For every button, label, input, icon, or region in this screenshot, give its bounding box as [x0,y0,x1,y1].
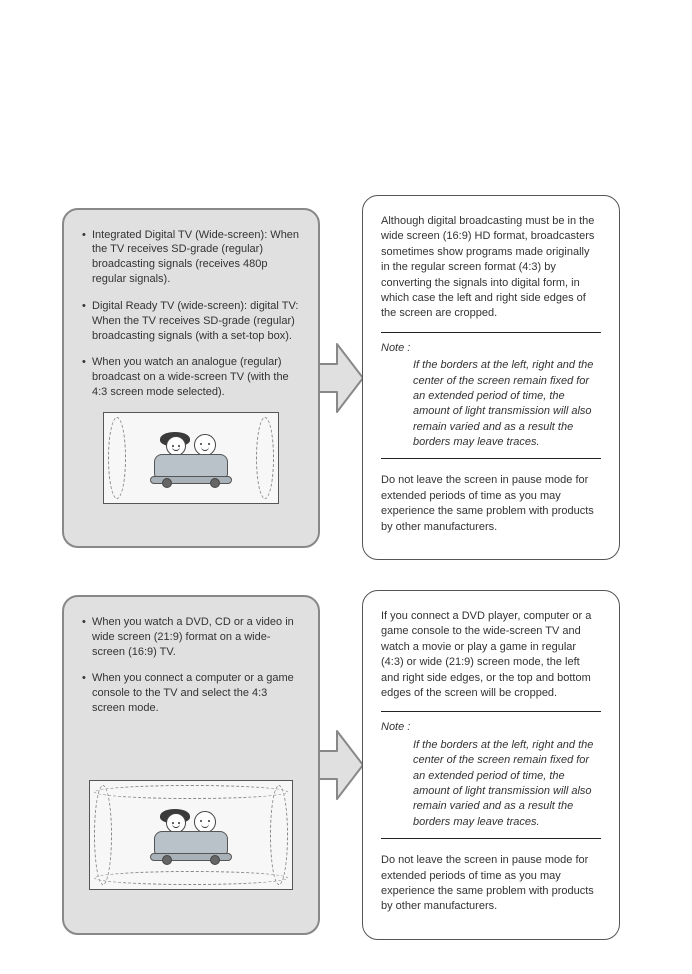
eye-dot [208,820,210,822]
eye-dot [200,443,202,445]
letterbox-top [94,785,288,799]
car-wheel [210,855,220,865]
car-characters-icon [148,809,234,861]
car-wheel [162,478,172,488]
mouth [172,447,180,451]
right-intro-2: If you connect a DVD player, computer or… [381,609,601,701]
separator [381,711,601,712]
separator [381,458,601,459]
tv-illustration-pillarbox [103,412,279,504]
mouth [201,447,209,451]
bullet-item: When you watch a DVD, CD or a video in w… [82,615,300,660]
right-box-2: If you connect a DVD player, computer or… [362,590,620,940]
left-box-1: Integrated Digital TV (Wide-screen): Whe… [62,208,320,548]
bullet-item: When you watch an analogue (regular) bro… [82,355,300,400]
spacer [82,728,300,774]
row-2: When you watch a DVD, CD or a video in w… [62,590,622,940]
right-outro-1: Do not leave the screen in pause mode fo… [381,473,601,535]
car-wheel [210,478,220,488]
note-2: Note : If the borders at the left, right… [381,720,601,830]
pillarbox-right [270,785,288,885]
pillarbox-left [108,417,126,499]
right-box-1: Although digital broadcasting must be in… [362,195,620,560]
right-intro-1: Although digital broadcasting must be in… [381,214,601,322]
pillarbox-right [256,417,274,499]
mouth [201,824,209,828]
note-label: Note : [381,721,410,733]
arrow-right-icon [319,725,363,805]
car-body [154,454,228,478]
note-body: If the borders at the left, right and th… [381,358,601,450]
separator [381,838,601,839]
tv-illustration-letterbox [89,780,293,890]
page-content: Integrated Digital TV (Wide-screen): Whe… [62,195,622,970]
letterbox-bottom [94,871,288,885]
arrow-wrap-2 [320,725,362,805]
left-box-2: When you watch a DVD, CD or a video in w… [62,595,320,935]
character-head [166,436,186,456]
row-1: Integrated Digital TV (Wide-screen): Whe… [62,195,622,560]
left-bullets-1: Integrated Digital TV (Wide-screen): Whe… [82,228,300,400]
bullet-item: Integrated Digital TV (Wide-screen): Whe… [82,228,300,287]
right-outro-2: Do not leave the screen in pause mode fo… [381,853,601,915]
mouth [172,824,180,828]
arrow-right-icon [319,338,363,418]
bullet-item: When you connect a computer or a game co… [82,671,300,716]
note-label: Note : [381,342,410,354]
car-characters-icon [148,432,234,484]
left-bullets-2: When you watch a DVD, CD or a video in w… [82,615,300,716]
separator [381,332,601,333]
character-head [166,813,186,833]
eye-dot [200,820,202,822]
pillarbox-left [94,785,112,885]
arrow-wrap-1 [320,338,362,418]
character-head [194,434,216,456]
eye-dot [208,443,210,445]
note-1: Note : If the borders at the left, right… [381,341,601,451]
bullet-item: Digital Ready TV (wide-screen): digital … [82,299,300,344]
note-body: If the borders at the left, right and th… [381,738,601,830]
character-head [194,811,216,833]
car-wheel [162,855,172,865]
car-body [154,831,228,855]
